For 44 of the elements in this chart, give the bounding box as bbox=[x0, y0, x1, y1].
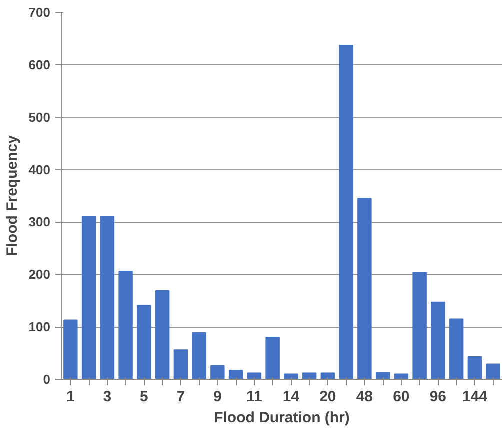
x-tick-label: 1 bbox=[66, 388, 75, 406]
bar bbox=[468, 356, 482, 380]
x-tick-label: 9 bbox=[214, 388, 222, 406]
y-axis-title: Flood Frequency bbox=[4, 134, 21, 256]
bar bbox=[82, 216, 96, 380]
bar bbox=[266, 337, 280, 380]
x-tick-label: 96 bbox=[430, 388, 447, 406]
y-tick-label: 500 bbox=[28, 110, 51, 125]
bar bbox=[64, 320, 78, 380]
bar bbox=[228, 370, 244, 380]
bar bbox=[118, 270, 133, 380]
bar bbox=[210, 365, 225, 380]
bar bbox=[100, 216, 115, 380]
bar bbox=[155, 290, 170, 380]
x-tick-label: 14 bbox=[282, 388, 300, 406]
bar bbox=[247, 372, 262, 380]
y-tick-label: 200 bbox=[28, 267, 51, 282]
x-axis-title: Flood Duration (hr) bbox=[214, 410, 350, 426]
y-tick-label: 700 bbox=[28, 5, 51, 20]
bar bbox=[320, 372, 336, 380]
bar bbox=[339, 45, 354, 380]
y-tick-label: 600 bbox=[28, 57, 51, 72]
bar bbox=[137, 305, 152, 380]
bar bbox=[486, 364, 500, 380]
bar bbox=[174, 350, 188, 380]
y-tick-label: 400 bbox=[28, 162, 51, 178]
bar bbox=[302, 372, 317, 380]
x-tick-label: 3 bbox=[103, 388, 112, 406]
x-tick-label: 7 bbox=[176, 388, 186, 406]
y-tick-label: 300 bbox=[28, 214, 51, 230]
x-tick-label: 11 bbox=[246, 388, 262, 406]
bar bbox=[412, 272, 427, 380]
bar bbox=[431, 302, 446, 380]
bar bbox=[358, 198, 372, 380]
bar bbox=[449, 318, 464, 380]
y-tick-label: 100 bbox=[28, 320, 51, 335]
x-tick-label: 48 bbox=[356, 388, 374, 406]
x-tick-label: 20 bbox=[320, 388, 336, 406]
bar bbox=[376, 372, 390, 380]
y-tick-label: 0 bbox=[43, 372, 51, 387]
x-tick-label: 60 bbox=[393, 388, 410, 406]
x-tick-label: 5 bbox=[140, 388, 148, 406]
bar bbox=[192, 332, 206, 380]
x-tick-label: 144 bbox=[462, 388, 488, 406]
